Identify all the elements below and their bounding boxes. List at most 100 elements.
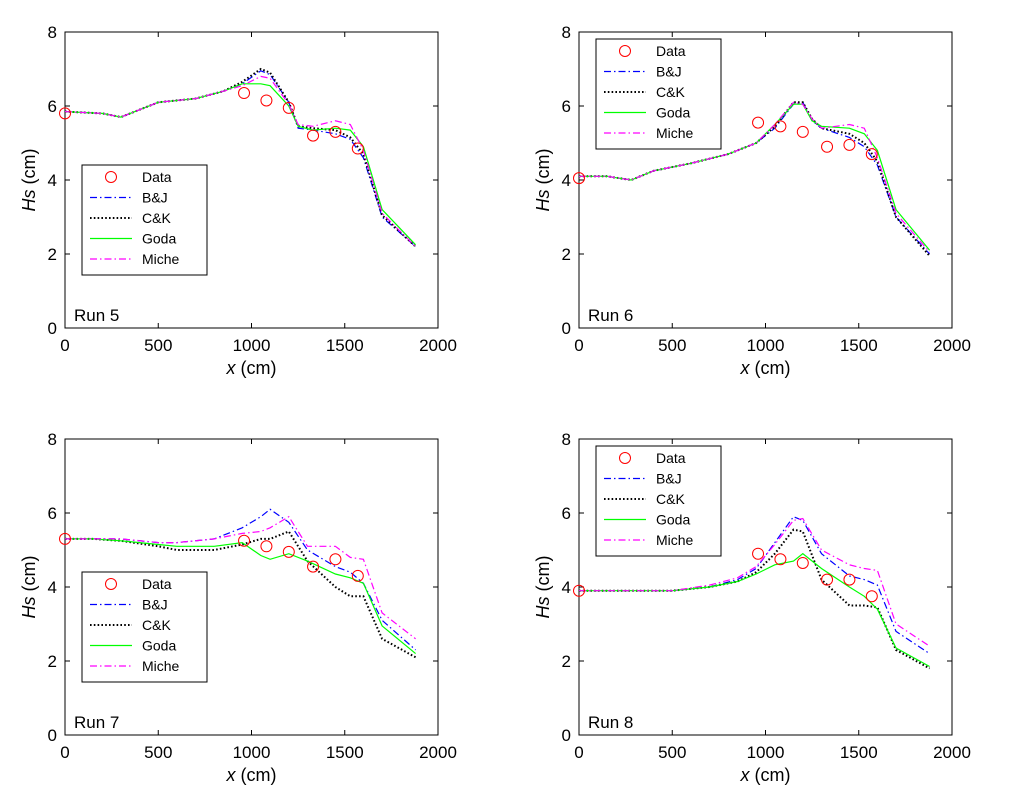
data-point	[573, 584, 585, 597]
x-tick-label: 1500	[326, 336, 364, 355]
data-point	[307, 129, 320, 142]
x-tick-label: 500	[144, 336, 172, 355]
data-point	[843, 138, 856, 151]
y-tick-label: 6	[48, 97, 57, 116]
legend-label: Data	[656, 43, 686, 59]
legend-label: C&K	[142, 617, 171, 633]
x-tick-label: 0	[574, 743, 583, 762]
legend: Data B&J C&K Goda Miche	[595, 445, 722, 557]
y-axis-label: Hs (cm)	[533, 149, 553, 212]
data-point	[821, 573, 834, 586]
y-tick-label: 0	[562, 319, 571, 338]
x-tick-label: 1000	[747, 336, 785, 355]
legend: Data B&J C&K Goda Miche	[595, 38, 722, 150]
run-annotation: Run 5	[74, 306, 119, 325]
subplot-3: 0 500 1000 1500 2000 0 2 4 6 8 x (cm) Hs (cm) Data B&…	[19, 430, 457, 785]
y-tick-label: 8	[48, 23, 57, 42]
data-point	[351, 569, 364, 582]
data-point	[351, 142, 364, 155]
x-tick-label: 0	[60, 336, 69, 355]
data-point	[307, 560, 320, 573]
data-point	[282, 545, 295, 558]
y-tick-label: 4	[48, 171, 57, 190]
subplot-4: 0 500 1000 1500 2000 0 2 4 6 8 x (cm) Hs (cm) Data B&…	[533, 430, 971, 785]
x-tick-label: 0	[574, 336, 583, 355]
y-tick-label: 4	[562, 171, 571, 190]
legend-label: Goda	[142, 231, 176, 247]
x-axis-label: x (cm)	[226, 765, 277, 785]
legend-marker-data	[105, 171, 117, 183]
run-annotation: Run 7	[74, 713, 119, 732]
x-tick-label: 2000	[933, 743, 971, 762]
legend-label: Miche	[142, 251, 180, 267]
legend-box	[595, 445, 722, 557]
x-axis-label: x (cm)	[226, 358, 277, 378]
y-axis-label: Hs (cm)	[19, 149, 39, 212]
subplot-1: 0 500 1000 1500 2000 0 2 4 6 8 x (cm) Hs (cm) Data B&…	[19, 23, 457, 378]
x-tick-label: 0	[60, 743, 69, 762]
data-point	[865, 590, 878, 603]
series-line-ck	[65, 530, 417, 659]
y-tick-label: 2	[48, 652, 57, 671]
x-tick-label: 500	[144, 743, 172, 762]
data-point	[329, 553, 342, 566]
series-line-miche	[579, 517, 930, 647]
data-point	[59, 107, 71, 120]
data-point	[573, 172, 585, 185]
series-line-miche	[65, 515, 416, 640]
y-tick-label: 8	[562, 430, 571, 449]
x-tick-label: 500	[658, 336, 686, 355]
series-line-ck	[579, 528, 931, 670]
legend-label: C&K	[656, 84, 685, 100]
y-tick-label: 0	[48, 726, 57, 745]
data-point	[329, 125, 342, 138]
legend-marker-data	[619, 45, 631, 57]
x-axis-label: x (cm)	[740, 358, 791, 378]
legend-label: Goda	[656, 105, 690, 121]
y-tick-label: 4	[562, 578, 571, 597]
legend-label: Data	[142, 169, 172, 185]
y-tick-label: 8	[48, 430, 57, 449]
legend-marker-data	[105, 578, 117, 590]
data-point	[59, 532, 71, 545]
data-point	[752, 116, 765, 129]
x-tick-label: 1000	[747, 743, 785, 762]
x-tick-label: 1500	[326, 743, 364, 762]
legend: Data B&J C&K Goda Miche	[81, 164, 208, 276]
x-tick-label: 2000	[933, 336, 971, 355]
legend-label: B&J	[142, 597, 168, 613]
x-tick-label: 2000	[419, 336, 457, 355]
legend-label: Miche	[656, 532, 694, 548]
legend-label: B&J	[142, 190, 168, 206]
series-line-goda	[65, 538, 416, 655]
data-point	[821, 140, 834, 153]
data-point	[238, 87, 251, 100]
legend-box	[81, 164, 208, 276]
legend-box	[81, 571, 208, 683]
legend-label: Miche	[656, 125, 694, 141]
legend-label: C&K	[656, 491, 685, 507]
legend-label: B&J	[656, 471, 682, 487]
run-annotation: Run 8	[588, 713, 633, 732]
subplot-2: 0 500 1000 1500 2000 0 2 4 6 8 x (cm) Hs (cm) Data B&…	[533, 23, 971, 378]
series-line-goda	[579, 552, 930, 668]
x-tick-label: 500	[658, 743, 686, 762]
legend-label: Goda	[656, 512, 690, 528]
run-annotation: Run 6	[588, 306, 633, 325]
y-tick-label: 0	[48, 319, 57, 338]
data-point	[774, 553, 787, 566]
y-axis-label: Hs (cm)	[533, 556, 553, 619]
y-axis-label: Hs (cm)	[19, 556, 39, 619]
series-line-ck	[65, 67, 417, 248]
legend-label: Data	[142, 576, 172, 592]
x-tick-label: 1500	[840, 743, 878, 762]
y-tick-label: 4	[48, 578, 57, 597]
legend-box	[595, 38, 722, 150]
x-tick-label: 1000	[233, 743, 271, 762]
y-tick-label: 0	[562, 726, 571, 745]
data-point	[774, 120, 787, 133]
legend-label: Data	[656, 450, 686, 466]
y-tick-label: 6	[562, 504, 571, 523]
legend-label: Goda	[142, 638, 176, 654]
